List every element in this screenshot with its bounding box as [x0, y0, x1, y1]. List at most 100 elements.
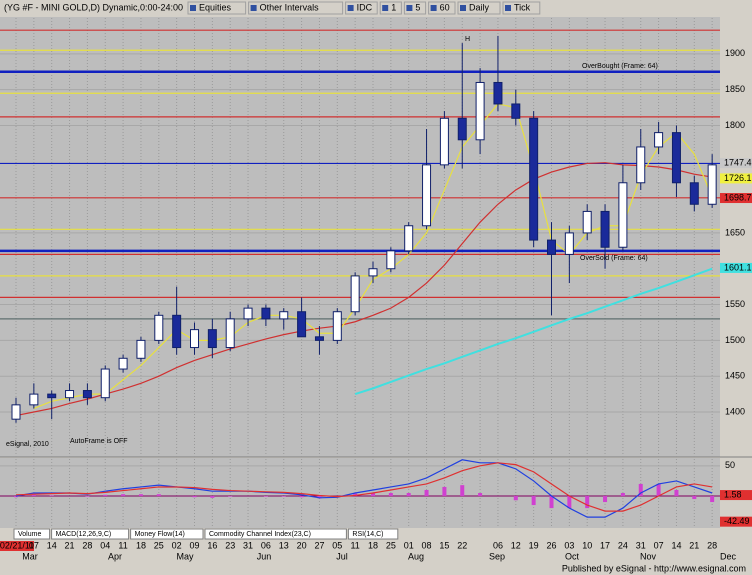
candle-body: [332, 311, 342, 341]
candle-body: [582, 210, 592, 234]
macd-label: 1.58: [724, 489, 742, 499]
candle-body: [190, 329, 199, 349]
x-tick-label: 27: [314, 540, 324, 550]
tab-label[interactable]: RSI(14,C): [352, 531, 383, 538]
y-tick-label: 1450: [725, 371, 745, 381]
macd-histogram-bar: [85, 496, 90, 497]
tab[interactable]: [130, 528, 204, 540]
macd-histogram-bar: [31, 494, 36, 497]
candle-body: [314, 336, 324, 341]
tab[interactable]: [347, 528, 399, 540]
month-label: Nov: [640, 551, 657, 561]
macd-histogram-bar: [656, 483, 661, 497]
price-label-box: [720, 158, 752, 169]
toolbar-button[interactable]: [502, 1, 541, 15]
toolbar-button[interactable]: [457, 1, 501, 15]
button-icon: [505, 5, 511, 11]
month-label: Apr: [108, 551, 122, 561]
candle-body: [564, 232, 574, 255]
x-tick-label: 14: [671, 540, 681, 550]
button-icon: [430, 5, 437, 11]
toolbar-button[interactable]: [187, 1, 247, 15]
x-tick-label: 06: [261, 540, 271, 550]
candle-body: [368, 268, 378, 277]
x-tick-label: 23: [225, 540, 235, 550]
candle-body: [29, 393, 39, 406]
macd-histogram-bar: [478, 493, 483, 497]
button-icon: [382, 5, 389, 11]
tab-label[interactable]: Volume: [18, 531, 41, 538]
month-label: Jul: [336, 551, 348, 561]
x-tick-label: 19: [529, 540, 539, 550]
macd-label-box: [720, 490, 752, 501]
macd-histogram-bar: [210, 496, 215, 498]
macd-tick-label: 50: [725, 460, 735, 470]
toolbar-button-label[interactable]: Other Intervals: [260, 2, 320, 12]
x-tick-label: 24: [618, 540, 628, 550]
toolbar-button-label[interactable]: Tick: [514, 2, 531, 12]
macd-histogram-bar: [692, 496, 697, 500]
x-tick-label: 14: [47, 540, 57, 550]
annotation: OverSold (Frame: 64): [580, 255, 648, 262]
price-label: 1698.7: [724, 192, 752, 202]
toolbar-button[interactable]: [248, 1, 344, 15]
date-cursor-box: [0, 541, 34, 551]
y-tick-label: 1500: [725, 335, 745, 345]
x-tick-label: 05: [332, 540, 342, 550]
candle-body: [404, 225, 414, 252]
tab-label[interactable]: Money Flow(14): [135, 531, 185, 538]
y-tick-label: 1900: [725, 48, 745, 58]
x-tick-label: 12: [511, 540, 521, 550]
x-tick-label: 02/21/11: [0, 540, 34, 550]
candle-body: [154, 314, 164, 341]
candle-body: [511, 103, 521, 119]
x-tick-label: 18: [136, 540, 146, 550]
macd-histogram-bar: [638, 483, 643, 497]
toolbar-button-label[interactable]: Equities: [199, 2, 232, 12]
tab[interactable]: [204, 528, 347, 540]
toolbar-button-label[interactable]: 5: [415, 2, 420, 12]
x-tick-label: 17: [600, 540, 610, 550]
month-label: Aug: [408, 551, 424, 561]
button-icon: [347, 5, 354, 11]
candle-body: [422, 164, 432, 227]
tab-label[interactable]: Commodity Channel Index(23,C): [209, 531, 311, 538]
button-icon: [250, 5, 257, 11]
candle-body: [439, 117, 449, 166]
tab-label[interactable]: MACD(12,26,9,C): [56, 531, 112, 538]
y-tick-label: 1650: [725, 227, 745, 237]
x-tick-label: 15: [439, 540, 449, 550]
macd-label: -42.49: [724, 516, 750, 526]
candle-body: [654, 132, 664, 148]
candle-body: [600, 210, 610, 248]
candle-body: [172, 314, 182, 349]
candle-body: [493, 81, 503, 105]
candle-body: [225, 318, 235, 349]
tab[interactable]: [51, 528, 130, 540]
macd-histogram-bar: [531, 496, 536, 506]
price-label: 1601.1: [724, 262, 752, 272]
toolbar-button-label[interactable]: Daily: [469, 2, 490, 12]
x-tick-label: 10: [582, 540, 592, 550]
y-tick-label: 1550: [725, 299, 745, 309]
macd-histogram-bar: [442, 486, 447, 497]
tab[interactable]: [13, 528, 51, 540]
candle-body: [11, 404, 21, 420]
x-tick-label: 13: [279, 540, 289, 550]
x-tick-label: 06: [493, 540, 503, 550]
toolbar-button-label[interactable]: 60: [440, 2, 450, 12]
x-tick-label: 09: [189, 540, 199, 550]
x-tick-label: 03: [564, 540, 574, 550]
month-label: May: [176, 551, 194, 561]
x-tick-label: 28: [707, 540, 717, 550]
macd-histogram-bar: [567, 496, 572, 509]
candle-body: [118, 357, 128, 370]
month-label: Jun: [257, 551, 272, 561]
candle-body: [529, 117, 539, 241]
candle-body: [82, 390, 92, 399]
macd-histogram-bar: [14, 496, 18, 498]
button-icon: [190, 5, 196, 11]
toolbar-button-label[interactable]: IDC: [357, 2, 373, 12]
toolbar-button-label[interactable]: 1: [391, 2, 396, 12]
